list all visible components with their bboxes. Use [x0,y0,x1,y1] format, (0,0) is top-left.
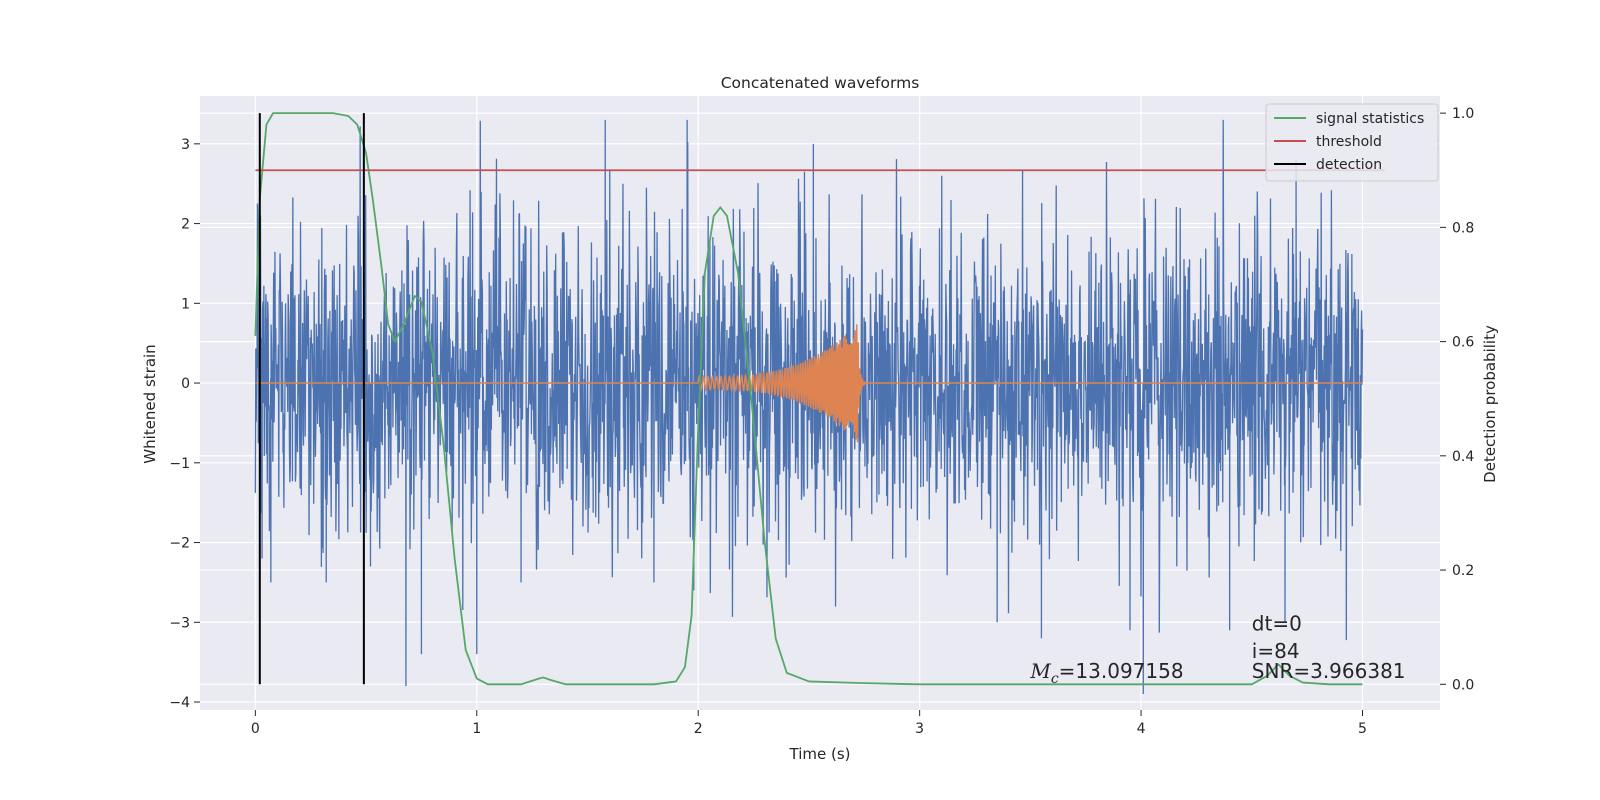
x-tick-label: 5 [1358,721,1367,737]
annotation-text: i=84 [1252,639,1300,663]
annotation-symbol: M [1029,659,1051,683]
y-axis-label: Whitened strain [141,344,159,463]
legend-frame [1265,103,1439,182]
annotation-value: =13.097158 [1059,659,1184,683]
series-layer [254,112,1385,695]
y-tick-label: −1 [169,456,190,472]
y-tick-label: 2 [181,217,190,233]
y-tick-label: 1 [181,296,190,312]
series-injected-waveform-line [255,324,1363,443]
x-tick-label: 0 [251,721,260,737]
x-tick-label: 4 [1137,721,1146,737]
x-tick-label: 2 [694,721,703,737]
y-axis-label-right: Detection probability [1481,325,1499,483]
legend-label: detection [1316,157,1382,173]
y-tick-label: −4 [169,695,190,711]
annotation-text: SNR=3.966381 [1252,659,1406,683]
y-tick-label: 0 [181,376,190,392]
legend-label: signal statistics [1316,111,1424,127]
legend: signal statistics threshold detection [1265,103,1439,182]
y-tick-label: −3 [169,615,190,631]
legend-label: threshold [1316,134,1382,150]
annotation-text: dt=0 [1252,611,1302,635]
x-tick-label: 1 [472,721,481,737]
y-tick-label: −2 [169,536,190,552]
y-right-tick-label: 1.0 [1452,106,1474,122]
y-right-tick-label: 0.8 [1452,220,1474,236]
chart-title: Concatenated waveforms [721,74,920,92]
tick-layer: 0 1 2 3 4 5 −4 −3 −2 −1 0 1 2 3 0.0 0.2 0.4 0.6 0.8 1.0 [169,106,1474,737]
annotation-text: Mc=13.097158 [1029,659,1183,687]
y-right-tick-label: 0.2 [1452,563,1474,579]
y-right-tick-label: 0.6 [1452,335,1474,351]
y-right-tick-label: 0.4 [1452,449,1474,465]
annotation-subscript: c [1051,671,1059,687]
y-right-tick-label: 0.0 [1452,677,1474,693]
x-tick-label: 3 [915,721,924,737]
x-axis-label: Time (s) [789,745,851,763]
y-tick-label: 3 [181,137,190,153]
